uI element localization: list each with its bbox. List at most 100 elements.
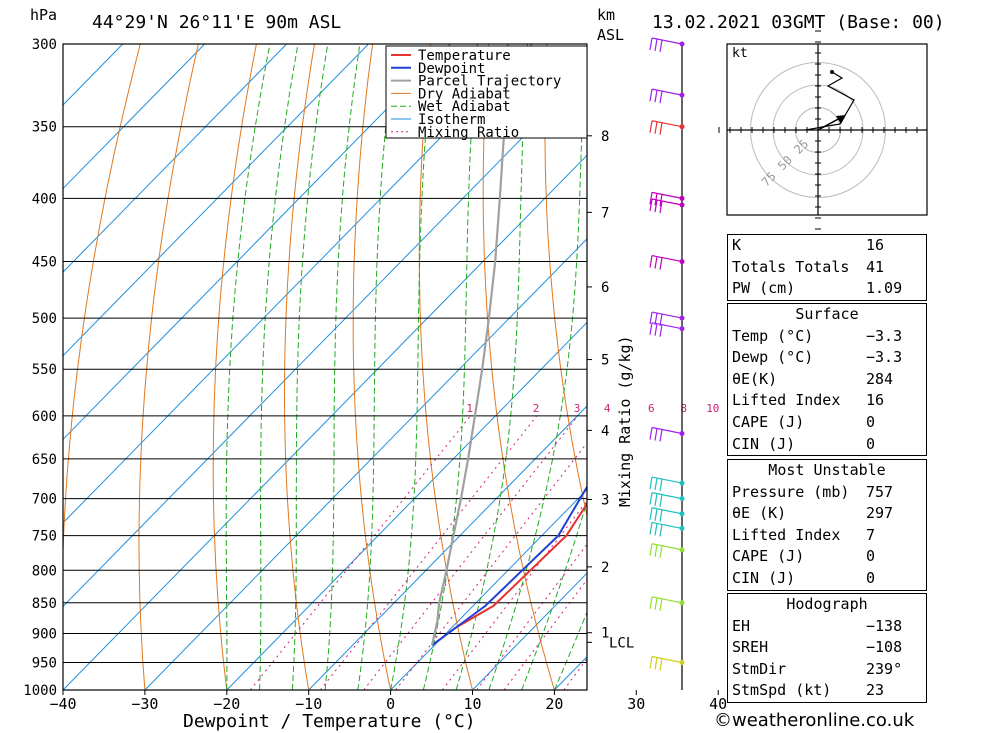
isotherm-line xyxy=(63,44,369,357)
wind-barb-flag xyxy=(649,255,653,268)
row-value: 757 xyxy=(866,482,894,501)
row-label: StmSpd (kt) xyxy=(732,681,832,700)
isotherm-line xyxy=(390,488,587,690)
wind-barb-flag xyxy=(649,120,653,133)
table-row: Lifted Index 7 xyxy=(728,525,926,547)
datetime-title: 13.02.2021 03GMT (Base: 00) xyxy=(652,12,945,33)
pressure-tick-label: 900 xyxy=(32,627,57,643)
mixing-ratio-label: 3 xyxy=(574,402,581,415)
wind-barb-flag xyxy=(659,509,663,522)
mixing-ratio-line xyxy=(319,415,538,690)
lcl-label: LCL xyxy=(609,635,634,651)
wind-barb-flag xyxy=(654,428,658,441)
wind-barb-flag xyxy=(649,198,653,212)
wind-barb-flag xyxy=(649,543,653,556)
km-tick-label: 5 xyxy=(601,353,609,369)
wind-barb-flag xyxy=(654,544,658,557)
row-value: 41 xyxy=(866,257,885,276)
isotherm-line xyxy=(472,572,587,690)
height-unit-label: km xyxy=(597,6,615,24)
row-label: K xyxy=(732,236,742,254)
row-label: Lifted Index xyxy=(732,391,841,410)
row-value: 0 xyxy=(866,568,876,587)
mixing-ratio-label: 10 xyxy=(706,402,719,415)
copyright-text: ©weatheronline.co.uk xyxy=(714,710,915,731)
row-value: −108 xyxy=(866,638,903,657)
dry-adiabat-line xyxy=(63,44,141,690)
wind-barb-flag xyxy=(654,256,658,269)
row-label: EH xyxy=(732,616,751,635)
isotherm-line xyxy=(63,71,587,608)
km-tick-label: 3 xyxy=(601,492,609,508)
row-label: Lifted Index xyxy=(732,525,841,544)
dewpoint-trace xyxy=(431,48,587,647)
table-row: StmSpd (kt) 23 xyxy=(728,680,926,702)
row-label: θE(K) xyxy=(732,369,778,388)
row-value: 1.09 xyxy=(866,279,903,298)
wet-adiabat-line xyxy=(259,44,299,690)
pressure-tick-label: 550 xyxy=(32,362,57,378)
km-tick-label: 1 xyxy=(601,626,609,642)
legend-entry: Wet Adiabat xyxy=(418,99,511,115)
wind-barb-flag xyxy=(649,522,653,535)
x-tick-label: −20 xyxy=(213,695,240,713)
most-unstable-table: Most Unstable Pressure (mb) 757 θE (K) 297 Li… xyxy=(727,459,927,591)
wind-barb-flag xyxy=(649,492,653,505)
legend-entry: Dewpoint xyxy=(418,61,485,77)
wind-barb-flag xyxy=(649,192,653,205)
table-row: CIN (J) 0 xyxy=(728,568,926,590)
mixing-ratio-line xyxy=(503,578,587,690)
wind-level-dot xyxy=(679,600,685,606)
wind-barb-flag xyxy=(649,322,653,335)
wind-level-dot xyxy=(679,259,685,265)
km-tick-label: 4 xyxy=(601,423,609,439)
temperature-trace xyxy=(431,502,587,647)
pressure-tick-label: 650 xyxy=(32,452,57,468)
km-tick-label: 8 xyxy=(601,129,609,145)
wind-barb-flag xyxy=(654,657,658,670)
wet-adiabat-line xyxy=(291,44,329,690)
wind-barb-flag xyxy=(649,596,653,609)
surface-table: Surface Temp (°C) −3.3 Dewp (°C) −3.3 θE(K) 28… xyxy=(727,303,927,457)
wind-barb-flag xyxy=(649,89,653,102)
x-tick-label: −30 xyxy=(131,695,158,713)
wind-barb-flag xyxy=(654,90,658,103)
isotherm-line xyxy=(63,44,124,106)
row-value: 284 xyxy=(866,369,894,388)
dry-adiabat-line xyxy=(138,44,199,690)
mixing-ratio-line xyxy=(249,415,471,690)
row-label: Pressure (mb) xyxy=(732,482,850,501)
wind-barb-flag xyxy=(654,508,658,521)
wind-level-dot xyxy=(679,660,685,665)
row-value: 239° xyxy=(866,659,903,678)
wind-barb-flag xyxy=(654,493,658,506)
pressure-unit-label: hPa xyxy=(30,6,57,24)
row-value: 0 xyxy=(866,412,876,431)
km-tick-label: 2 xyxy=(601,560,609,576)
row-label: SREH xyxy=(732,638,769,657)
wind-barb-flag xyxy=(654,38,658,52)
parcel-trace xyxy=(430,44,509,646)
row-label: Dewp (°C) xyxy=(732,348,814,367)
table-row: Pressure (mb) 757 xyxy=(728,482,926,504)
row-value: 7 xyxy=(866,525,876,544)
table-row: θE(K) 284 xyxy=(728,369,926,391)
row-value: 16 xyxy=(866,391,885,410)
table-row: θE (K) 297 xyxy=(728,503,926,525)
row-label: CAPE (J) xyxy=(732,547,805,566)
table-row: SREH −108 xyxy=(728,637,926,659)
isotherm-line xyxy=(144,238,587,690)
pressure-tick-label: 950 xyxy=(32,656,57,672)
x-tick-label: 0 xyxy=(386,695,395,713)
row-value: −3.3 xyxy=(866,326,903,345)
wind-barb-flag xyxy=(649,656,653,669)
row-value: 0 xyxy=(866,434,876,453)
pressure-tick-label: 850 xyxy=(32,596,57,612)
table-row: PW (cm) 1.09 xyxy=(728,278,926,300)
dry-adiabat-line xyxy=(352,44,392,690)
row-value: 16 xyxy=(866,236,885,254)
row-label: CIN (J) xyxy=(732,434,796,453)
table-row: Temp (°C) −3.3 xyxy=(728,326,926,348)
wind-level-dot xyxy=(679,315,685,321)
row-label: Totals Totals xyxy=(732,257,850,276)
